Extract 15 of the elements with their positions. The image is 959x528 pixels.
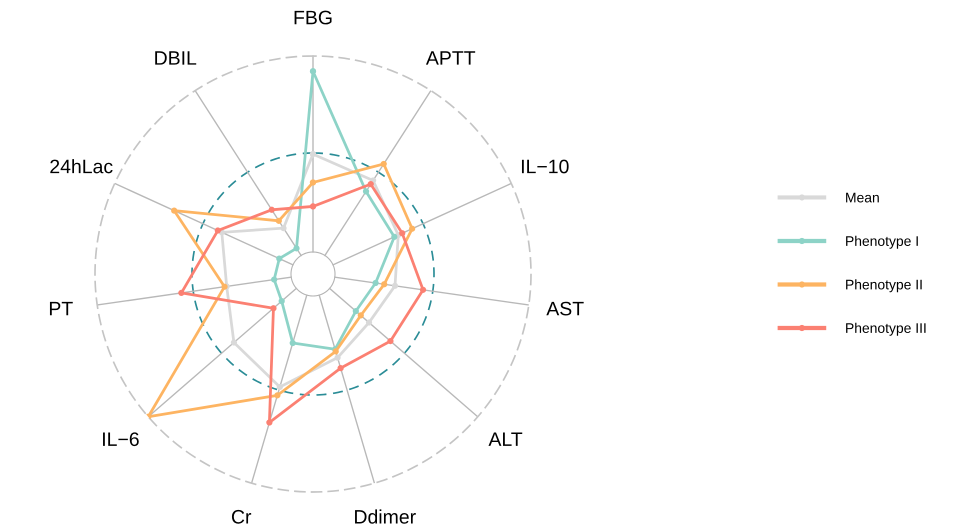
spoke-label: 24hLac (50, 159, 113, 174)
spoke-label: IL−10 (522, 160, 569, 174)
spoke-label: APTT (426, 51, 476, 65)
spoke-label: DBIL (155, 51, 196, 65)
spoke-label: FBG (294, 10, 332, 24)
legend-label: Phenotype I (846, 236, 918, 249)
spoke-label: PT (50, 302, 73, 316)
legend-label: Phenotype III (846, 322, 926, 336)
legend-label: Mean (846, 192, 879, 202)
spoke-label: Ddimer (355, 509, 416, 524)
spoke-label: Cr (232, 510, 252, 524)
spoke-label: IL−6 (103, 432, 139, 446)
spoke-label: ALT (488, 432, 522, 446)
legend-label: Phenotype II (846, 279, 922, 292)
spoke-label: AST (546, 302, 584, 316)
